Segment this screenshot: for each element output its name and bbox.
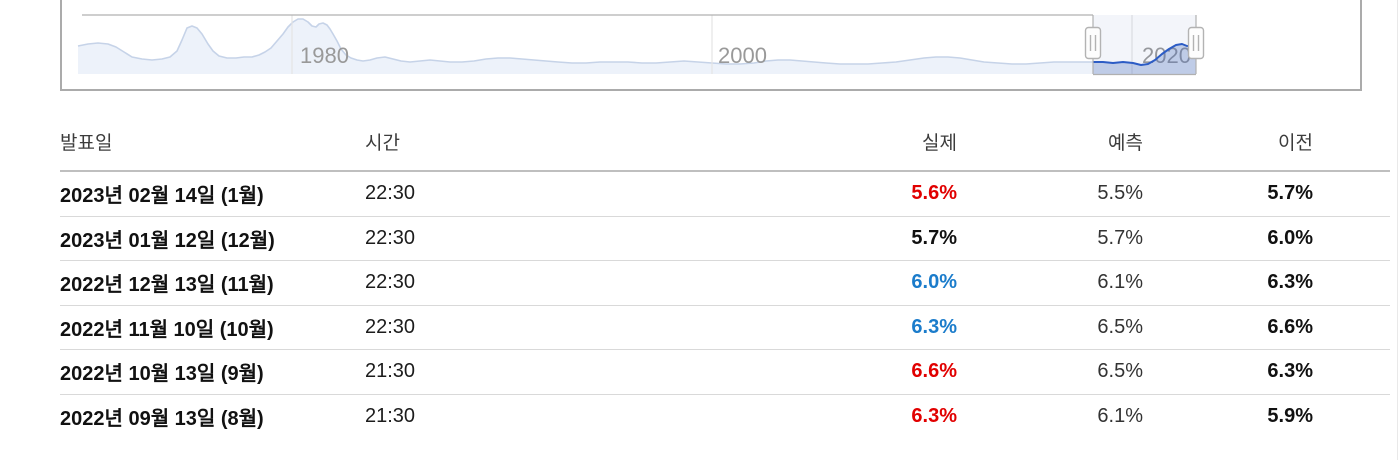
forecast-cell: 6.1% xyxy=(1097,404,1143,427)
table-row: 2023년 02월 14일 (1월) 22:30 5.6% 5.5% 5.7% xyxy=(60,172,1390,217)
time-cell: 22:30 xyxy=(365,182,416,205)
x-axis-label: 2000 xyxy=(718,43,767,68)
header-release-date: 발표일 xyxy=(60,133,113,154)
selected-series-fill xyxy=(1093,44,1196,74)
release-date-cell: 2022년 12월 13일 (11월) xyxy=(60,274,274,297)
page-edge-divider xyxy=(1397,0,1398,460)
header-previous: 이전 xyxy=(1278,133,1313,154)
release-date-cell: 2022년 11월 10일 (10월) xyxy=(60,318,274,341)
previous-cell: 6.6% xyxy=(1267,315,1313,338)
actual-cell: 6.3% xyxy=(911,404,957,427)
forecast-cell: 5.5% xyxy=(1097,182,1143,205)
previous-cell: 5.7% xyxy=(1267,182,1313,205)
release-date-cell: 2023년 02월 14일 (1월) xyxy=(60,185,264,208)
forecast-cell: 6.5% xyxy=(1097,360,1143,383)
previous-cell: 6.3% xyxy=(1267,360,1313,383)
time-cell: 21:30 xyxy=(365,360,416,383)
header-forecast: 예측 xyxy=(1108,133,1143,154)
time-cell: 22:30 xyxy=(365,226,416,249)
range-navigator-chart: 198020002020 xyxy=(60,0,1362,91)
time-cell: 21:30 xyxy=(365,404,416,427)
selected-series-line xyxy=(1093,43,1197,66)
actual-cell: 5.6% xyxy=(911,182,957,205)
table-row: 2022년 11월 10일 (10월) 22:30 6.3% 6.5% 6.6% xyxy=(60,306,1390,350)
x-axis-gridlines xyxy=(291,15,1133,74)
release-date-cell: 2022년 09월 13일 (8월) xyxy=(60,407,264,430)
time-cell: 22:30 xyxy=(365,271,416,294)
release-date-cell: 2022년 10월 13일 (9월) xyxy=(60,363,264,386)
forecast-cell: 6.5% xyxy=(1097,315,1143,338)
navigator-area-line xyxy=(77,18,1093,65)
header-time: 시간 xyxy=(365,133,400,154)
table-row: 2022년 10월 13일 (9월) 21:30 6.6% 6.5% 6.3% xyxy=(60,350,1390,395)
table-row: 2022년 09월 13일 (8월) 21:30 6.3% 6.1% 5.9% xyxy=(60,395,1390,439)
previous-cell: 6.0% xyxy=(1267,226,1313,249)
forecast-cell: 6.1% xyxy=(1097,271,1143,294)
table-row: 2023년 01월 12일 (12월) 22:30 5.7% 5.7% 6.0% xyxy=(60,217,1390,261)
actual-cell: 6.6% xyxy=(911,360,957,383)
navigator-area-fill xyxy=(78,19,1093,74)
previous-cell: 5.9% xyxy=(1267,404,1313,427)
actual-cell: 5.7% xyxy=(911,226,957,249)
actual-cell: 6.0% xyxy=(911,271,957,294)
x-axis-label: 1980 xyxy=(300,43,349,68)
time-cell: 22:30 xyxy=(365,315,416,338)
release-date-cell: 2023년 01월 12일 (12월) xyxy=(60,229,275,252)
navigator-handle-right-icon[interactable] xyxy=(1187,26,1205,60)
forecast-cell: 5.7% xyxy=(1097,226,1143,249)
table-row: 2022년 12월 13일 (11월) 22:30 6.0% 6.1% 6.3% xyxy=(60,261,1390,306)
table-header-row: 발표일 시간 실제 예측 이전 xyxy=(60,113,1390,172)
navigator-handle-left-icon[interactable] xyxy=(1084,26,1102,60)
header-actual: 실제 xyxy=(922,133,957,154)
previous-cell: 6.3% xyxy=(1267,271,1313,294)
history-table: 발표일 시간 실제 예측 이전 2023년 02월 14일 (1월) 22:30… xyxy=(60,113,1390,438)
actual-cell: 6.3% xyxy=(911,315,957,338)
